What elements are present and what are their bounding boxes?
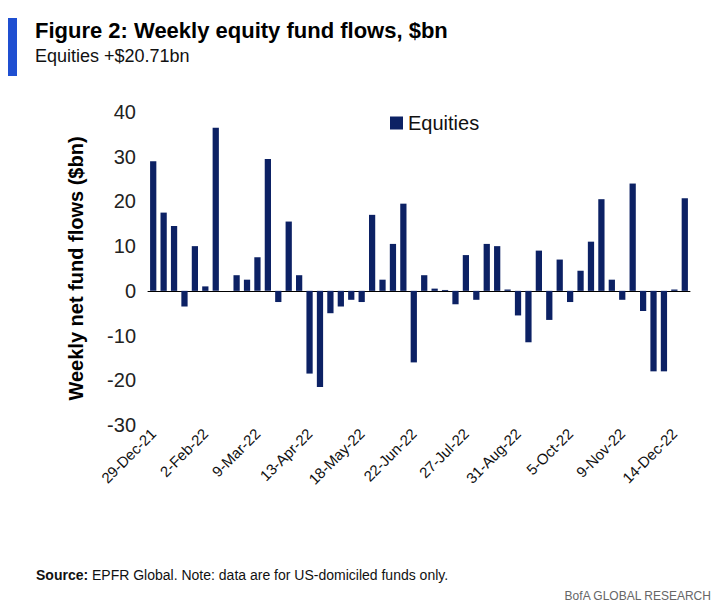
svg-text:Weekly net fund flows ($bn): Weekly net fund flows ($bn) <box>65 136 87 400</box>
svg-text:14-Dec-22: 14-Dec-22 <box>619 425 680 486</box>
svg-text:5-Oct-22: 5-Oct-22 <box>523 425 576 478</box>
svg-text:BofA GLOBAL RESEARCH: BofA GLOBAL RESEARCH <box>565 589 711 603</box>
svg-text:10: 10 <box>114 235 136 257</box>
svg-text:Source:: Source: <box>36 567 88 583</box>
svg-text:Figure 2: Weekly equity fund f: Figure 2: Weekly equity fund flows, $bn <box>35 18 448 43</box>
svg-text:-20: -20 <box>107 369 136 391</box>
svg-text:-30: -30 <box>107 414 136 436</box>
svg-text:9-Nov-22: 9-Nov-22 <box>572 425 629 481</box>
svg-text:0: 0 <box>125 280 136 302</box>
svg-text:2-Feb-22: 2-Feb-22 <box>156 425 211 480</box>
svg-text:31-Aug-22: 31-Aug-22 <box>463 425 525 487</box>
svg-text:27-Jul-22: 27-Jul-22 <box>415 425 472 482</box>
svg-text:9-Mar-22: 9-Mar-22 <box>208 425 263 480</box>
svg-text:22-Jun-22: 22-Jun-22 <box>360 425 420 485</box>
svg-text:30: 30 <box>114 146 136 168</box>
svg-text:-10: -10 <box>107 325 136 347</box>
svg-text:Equities: Equities <box>408 112 479 134</box>
svg-text:18-May-22: 18-May-22 <box>305 425 368 488</box>
svg-text:40: 40 <box>114 101 136 123</box>
svg-text:13-Apr-22: 13-Apr-22 <box>256 425 316 485</box>
svg-text:29-Dec-21: 29-Dec-21 <box>98 425 159 486</box>
svg-text:EPFR Global. Note: data are fo: EPFR Global. Note: data are for US-domic… <box>88 567 448 583</box>
svg-text:Equities +$20.71bn: Equities +$20.71bn <box>35 46 190 66</box>
svg-text:20: 20 <box>114 190 136 212</box>
